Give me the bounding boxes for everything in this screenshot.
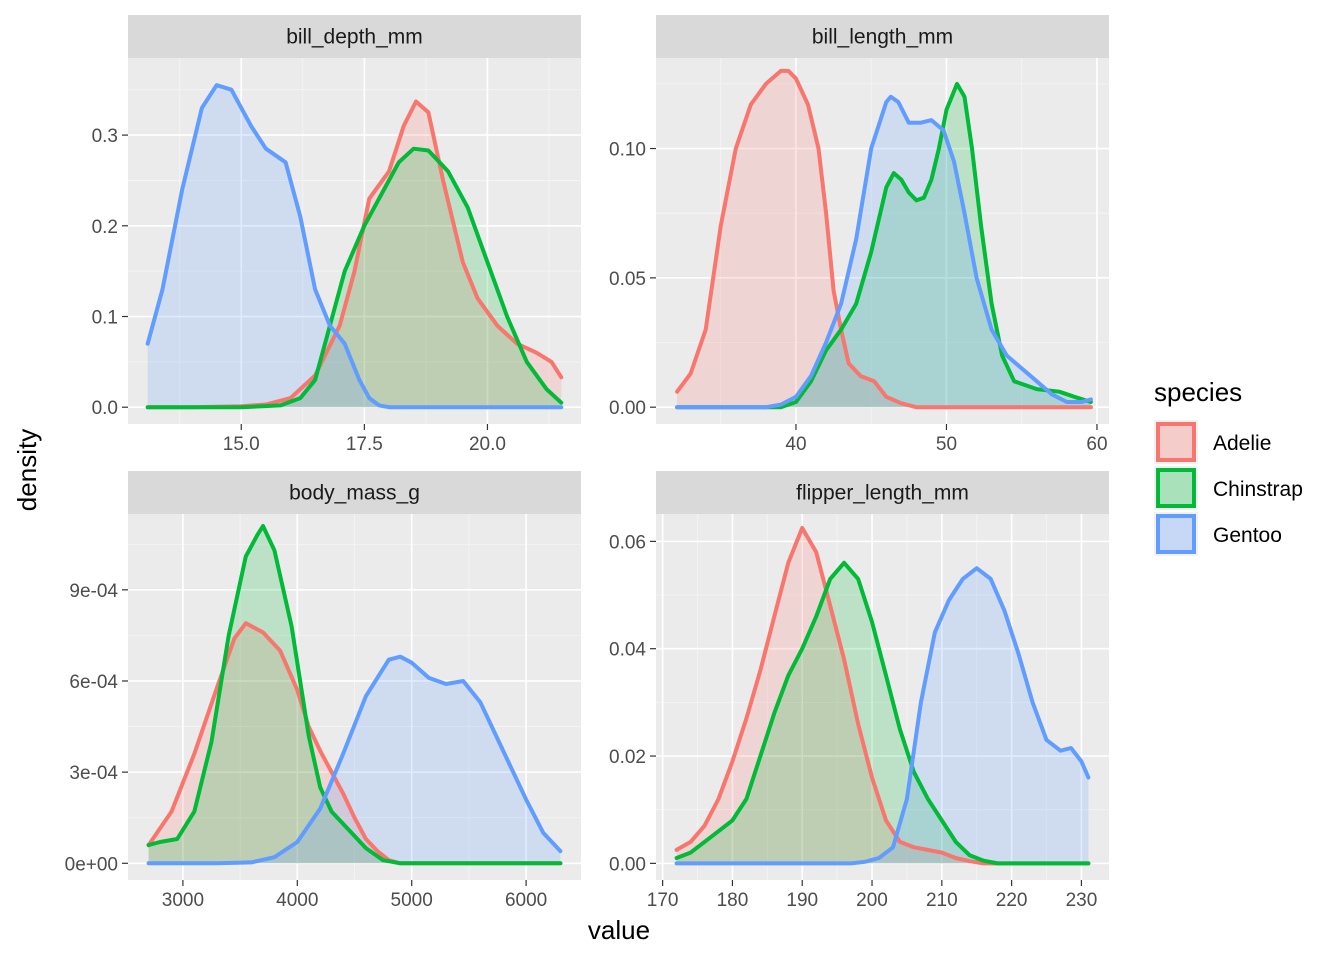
- density-line-chinstrap: [146, 524, 563, 866]
- density-area-chinstrap: [677, 83, 1091, 408]
- strip-flipper-length: [656, 471, 1109, 514]
- y-tick-label: 0.06: [609, 532, 646, 553]
- x-axis-title: value: [588, 915, 650, 945]
- legend-swatch-adelie: [1156, 422, 1196, 462]
- density-areas-body-mass: [148, 526, 561, 864]
- y-tick-label: 0e+00: [65, 854, 118, 875]
- density-line-gentoo: [145, 83, 564, 410]
- strip-label-bill-depth: bill_depth_mm: [286, 26, 423, 49]
- density-line-adelie: [674, 526, 1091, 866]
- x-tick-label: 40: [785, 434, 806, 455]
- density-area-adelie: [677, 70, 1091, 408]
- strip-bill-depth: [128, 15, 581, 58]
- x-tick-label: 190: [786, 890, 818, 911]
- density-line-gentoo: [675, 94, 1093, 410]
- density-line-chinstrap: [675, 81, 1093, 410]
- y-tick-label: 0.0: [92, 398, 118, 419]
- density-area-adelie: [147, 101, 562, 408]
- x-tick-label: 170: [647, 890, 679, 911]
- y-tick-label: 6e-04: [69, 672, 118, 693]
- density-area-adelie: [676, 528, 1089, 864]
- y-tick-label: 0.02: [609, 747, 646, 768]
- legend-swatch-chinstrap: [1156, 468, 1196, 508]
- density-lines-bill-depth: [145, 83, 564, 410]
- strip-body-mass: [128, 471, 581, 514]
- y-tick-label: 0.2: [92, 217, 118, 238]
- legend-swatch-gentoo: [1156, 514, 1196, 554]
- legend-label-adelie: Adelie: [1213, 432, 1271, 455]
- y-tick-label: 0.04: [609, 640, 646, 661]
- panel-body-mass: body_mass_g 3000 4000 5000 6000 0e+00 3e-04 6e-…: [65, 471, 581, 911]
- strip-label-flipper-length: flipper_length_mm: [796, 482, 969, 505]
- legend: species Adelie Chinstrap Gentoo: [1154, 377, 1303, 556]
- y-tick-label: 9e-04: [69, 581, 118, 602]
- y-tick-label: 3e-04: [69, 763, 118, 784]
- x-tick-label: 20.0: [469, 434, 506, 455]
- x-tick-label: 60: [1086, 434, 1107, 455]
- x-tick-label: 4000: [276, 890, 318, 911]
- y-tick-label: 0.3: [92, 126, 118, 147]
- density-line-chinstrap: [674, 560, 1091, 866]
- strip-label-body-mass: body_mass_g: [289, 482, 420, 505]
- legend-key-bg: [1154, 466, 1198, 510]
- panel-flipper-length: flipper_length_mm 170 180 190 200 210 220 230 0.…: [609, 471, 1109, 911]
- density-area-chinstrap: [148, 526, 561, 864]
- y-tick-label: 0.1: [92, 308, 118, 329]
- density-lines-flipper-length: [674, 526, 1091, 866]
- x-tick-label: 15.0: [223, 434, 260, 455]
- y-tick-label: 0.05: [609, 269, 646, 290]
- legend-item-chinstrap: Chinstrap: [1154, 466, 1303, 510]
- legend-key-bg: [1154, 512, 1198, 556]
- y-axis-title: density: [12, 429, 42, 511]
- y-tick-label: 0.10: [609, 140, 646, 161]
- x-tick-label: 3000: [162, 890, 204, 911]
- density-areas-bill-length: [677, 70, 1091, 408]
- density-lines-body-mass: [146, 524, 563, 866]
- density-area-gentoo: [147, 85, 562, 408]
- density-line-gentoo: [674, 566, 1091, 866]
- density-line-chinstrap: [145, 146, 564, 410]
- y-tick-label: 0.00: [609, 398, 646, 419]
- density-line-adelie: [675, 68, 1093, 410]
- density-line-adelie: [145, 99, 564, 410]
- legend-keys: Adelie Chinstrap Gentoo: [1154, 420, 1303, 556]
- x-tick-label: 50: [936, 434, 957, 455]
- x-tick-label: 200: [856, 890, 888, 911]
- x-tick-label: 180: [717, 890, 749, 911]
- legend-label-chinstrap: Chinstrap: [1213, 478, 1303, 501]
- density-area-gentoo: [148, 656, 561, 864]
- x-tick-label: 5000: [391, 890, 433, 911]
- legend-title: species: [1154, 377, 1242, 407]
- strip-label-bill-length: bill_length_mm: [812, 26, 953, 49]
- density-areas-flipper-length: [676, 528, 1089, 864]
- legend-key-bg: [1154, 420, 1198, 464]
- density-area-chinstrap: [676, 562, 1089, 864]
- x-tick-label: 230: [1066, 890, 1098, 911]
- panel-bill-length: bill_length_mm 40 50 60 0.00 0.05 0.10: [609, 15, 1109, 455]
- legend-item-adelie: Adelie: [1154, 420, 1271, 464]
- legend-label-gentoo: Gentoo: [1213, 524, 1282, 547]
- x-tick-label: 220: [996, 890, 1028, 911]
- y-tick-label: 0.00: [609, 854, 646, 875]
- strip-bill-length: [656, 15, 1109, 58]
- density-area-gentoo: [676, 568, 1089, 864]
- legend-item-gentoo: Gentoo: [1154, 512, 1282, 556]
- x-tick-label: 6000: [505, 890, 547, 911]
- panel-bill-depth: bill_depth_mm 15.0 17.5 20.0 0.0 0.1 0.2 0.3: [92, 15, 581, 455]
- density-lines-bill-length: [675, 68, 1093, 410]
- density-area-adelie: [148, 623, 561, 864]
- density-area-gentoo: [677, 96, 1091, 408]
- x-tick-label: 210: [926, 890, 958, 911]
- x-tick-label: 17.5: [346, 434, 383, 455]
- density-line-gentoo: [146, 654, 563, 866]
